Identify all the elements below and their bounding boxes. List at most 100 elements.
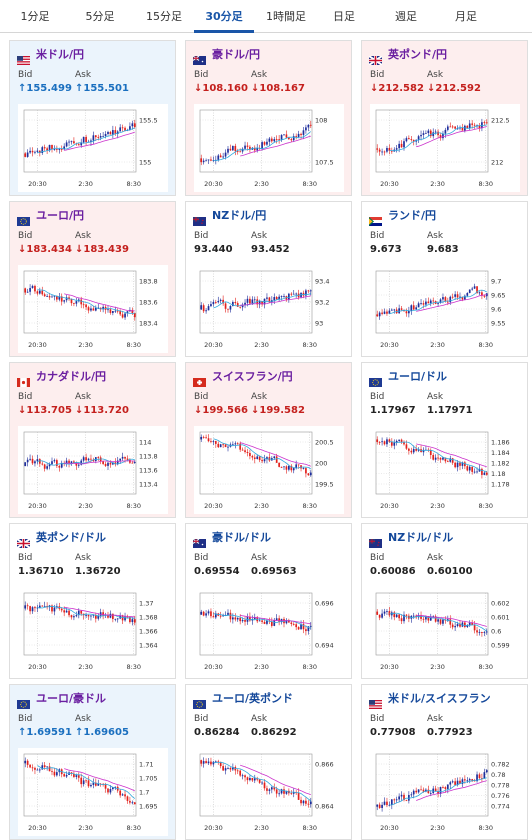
candle-body (437, 619, 439, 622)
candle-body (129, 616, 131, 623)
currency-card[interactable]: 米ドル/円 Bid Ask ↑155.499 ↑155.501 155.5 155 20:30… (9, 40, 176, 196)
currency-card[interactable]: 豪ドル/円 Bid Ask ↓108.160 ↓108.167 108 107.5 20:30… (185, 40, 352, 196)
tab-15min[interactable]: 15分足 (146, 10, 182, 23)
candle-body (124, 456, 126, 459)
currency-pair-link[interactable]: 英ポンド/ドル (16, 530, 106, 549)
candle-body (258, 301, 261, 305)
candlestick-chart[interactable]: 1.37 1.368 1.366 1.364 20:30 2:30 8:30 (18, 587, 168, 675)
candle-body (24, 760, 27, 764)
candle-body (378, 312, 381, 317)
candle-body (232, 617, 234, 620)
short-moving-average-line (37, 605, 135, 619)
candle-body (439, 787, 442, 794)
y-tick-label: 0.774 (491, 803, 510, 811)
y-tick-label: 200 (315, 460, 327, 468)
candlestick-chart[interactable]: 200.5 200 199.5 20:30 2:30 8:30 (194, 426, 344, 514)
currency-pair-link[interactable]: 米ドル/円 (17, 47, 84, 65)
candle-body (131, 123, 134, 127)
currency-card[interactable]: ユーロ/豪ドル Bid Ask ↑1.69591 ↑1.69605 1.71 1.705 1.… (9, 684, 176, 840)
x-tick-label: 8:30 (126, 824, 141, 832)
currency-pair-link[interactable]: ユーロ/英ポンド (193, 691, 293, 709)
y-tick-label: 1.71 (139, 761, 153, 769)
candlestick-chart[interactable]: 0.782 0.78 0.778 0.776 0.774 20:30 2:30 8:30 (370, 748, 520, 836)
candle-body (468, 289, 471, 293)
currency-card[interactable]: 豪ドル/ドル Bid Ask 0.69554 0.69563 0.696 0.694 20:3… (185, 523, 352, 679)
candle-body (126, 616, 129, 618)
currency-pair-link[interactable]: スイスフラン/円 (193, 369, 293, 387)
candle-body (253, 147, 256, 151)
au-jp-flag-icon (192, 50, 206, 65)
currency-pair-link[interactable]: 英ポンド/円 (368, 47, 447, 66)
candle-body (80, 777, 83, 785)
tab-weekly[interactable]: 週足 (395, 10, 417, 23)
candlestick-chart[interactable]: 0.696 0.694 20:30 2:30 8:30 (194, 587, 344, 675)
candle-body (102, 461, 104, 464)
currency-pair-link[interactable]: 米ドル/スイスフラン (369, 691, 491, 709)
candlestick-chart[interactable]: 9.7 9.65 9.6 9.55 20:30 2:30 8:30 (370, 265, 520, 353)
currency-pair-link[interactable]: NZドル/円 (193, 208, 266, 226)
candle-body (232, 444, 234, 446)
candlestick-chart[interactable]: 0.602 0.601 0.6 0.599 20:30 2:30 8:30 (370, 587, 520, 675)
currency-card[interactable]: ユーロ/円 Bid Ask ↓183.434 ↓183.439 183.8 183.6 183… (9, 201, 176, 357)
candle-body (80, 460, 83, 465)
tab-5min[interactable]: 5分足 (85, 10, 115, 23)
currency-pair-link[interactable]: 豪ドル/ドル (192, 530, 271, 548)
y-tick-label: 1.368 (139, 614, 158, 622)
candle-body (126, 458, 129, 460)
currency-card[interactable]: スイスフラン/円 Bid Ask ↓199.566 ↓199.582 200.5 200 19… (185, 362, 352, 518)
candle-body (283, 134, 285, 136)
currency-card[interactable]: ランド/円 Bid Ask 9.673 9.683 9.7 9.65 9.6 9.55 20:30… (361, 201, 528, 357)
candlestick-chart[interactable]: 1.186 1.184 1.182 1.18 1.178 20:30 2:30 8:30 (370, 426, 520, 514)
candle-body (256, 778, 259, 780)
currency-pair-link[interactable]: ランド/円 (369, 208, 436, 226)
candlestick-chart[interactable]: 108 107.5 20:30 2:30 8:30 (194, 104, 344, 192)
currency-card[interactable]: 英ポンド/円 Bid Ask ↓212.582 ↓212.592 212.5 212 20:3… (361, 40, 528, 196)
currency-card[interactable]: ユーロ/英ポンド Bid Ask 0.86284 0.86292 0.866 0.864 20… (185, 684, 352, 840)
candle-body (224, 303, 227, 309)
currency-card[interactable]: NZドル/円 Bid Ask 93.440 93.452 93.4 93.2 93 20:30 2… (185, 201, 352, 357)
candle-body (305, 127, 307, 131)
candle-body (234, 302, 237, 304)
candle-body (114, 310, 117, 312)
currency-pair-link[interactable]: ユーロ/ドル (369, 369, 447, 387)
candle-body (444, 787, 447, 789)
bid-label: Bid (370, 70, 385, 80)
candle-body (417, 789, 420, 793)
candle-body (129, 800, 131, 803)
candle-body (398, 439, 400, 441)
x-tick-label: 20:30 (380, 663, 399, 671)
currency-pair-link[interactable]: ユーロ/豪ドル (17, 691, 106, 709)
tab-1min[interactable]: 1分足 (20, 10, 50, 23)
tab-monthly[interactable]: 月足 (455, 10, 477, 23)
candle-body (31, 285, 34, 289)
candlestick-chart[interactable]: 212.5 212 20:30 2:30 8:30 (370, 104, 520, 192)
candle-body (273, 297, 276, 301)
candlestick-chart[interactable]: 155.5 155 20:30 2:30 8:30 (18, 104, 168, 192)
candle-body (58, 465, 61, 468)
candlestick-chart[interactable]: 1.71 1.705 1.7 1.695 20:30 2:30 8:30 (18, 748, 168, 836)
currency-pair-link[interactable]: NZドル/ドル (369, 530, 453, 548)
currency-card[interactable]: カナダドル/円 Bid Ask ↓113.705 ↓113.720 114 113.8 113… (9, 362, 176, 518)
currency-pair-link[interactable]: カナダドル/円 (17, 369, 106, 387)
currency-card[interactable]: 英ポンド/ドル Bid Ask 1.36710 1.36720 1.37 1.368 1.36… (9, 523, 176, 679)
tab-30min[interactable]: 30分足 (194, 0, 254, 33)
currency-card[interactable]: 米ドル/スイスフラン Bid Ask 0.77908 0.77923 0.782 0.78 0… (361, 684, 528, 840)
candle-body (97, 457, 100, 458)
candlestick-chart[interactable]: 93.4 93.2 93 20:30 2:30 8:30 (194, 265, 344, 353)
chart-plot-frame (375, 270, 489, 334)
candlestick-chart[interactable]: 183.8 183.6 183.4 20:30 2:30 8:30 (18, 265, 168, 353)
currency-card[interactable]: NZドル/ドル Bid Ask 0.60086 0.60100 0.602 0.601 0.6… (361, 523, 528, 679)
candlestick-chart[interactable]: 114 113.8 113.6 113.4 20:30 2:30 8:30 (18, 426, 168, 514)
tab-1hour[interactable]: 1時間足 (266, 10, 306, 23)
currency-card[interactable]: ユーロ/ドル Bid Ask 1.17967 1.17971 1.186 1.184 1.18… (361, 362, 528, 518)
bid-price: 0.60086 (370, 566, 416, 577)
currency-pair-link[interactable]: 豪ドル/円 (192, 47, 260, 65)
uk-us-flag-icon (16, 533, 31, 549)
candle-body (232, 302, 234, 307)
chart-plot-frame (23, 109, 137, 173)
currency-pair-link[interactable]: ユーロ/円 (17, 208, 84, 226)
candle-body (471, 288, 474, 290)
candle-body (60, 149, 63, 150)
candlestick-chart[interactable]: 0.866 0.864 20:30 2:30 8:30 (194, 748, 344, 836)
tab-daily[interactable]: 日足 (333, 10, 355, 23)
